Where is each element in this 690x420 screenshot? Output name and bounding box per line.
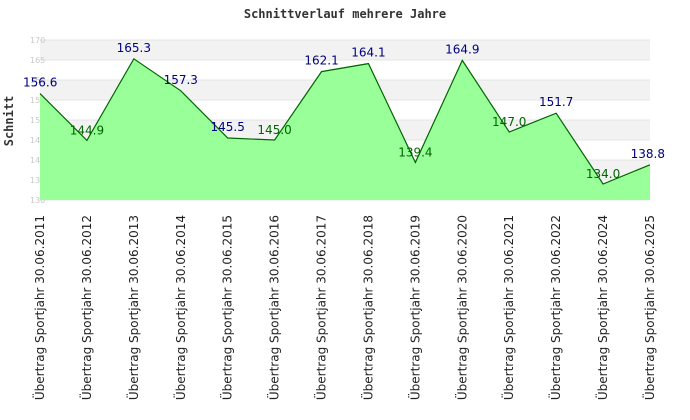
y-tick-label: 145 xyxy=(30,136,45,145)
data-label: 147.0 xyxy=(492,115,526,129)
y-tick-label: 155 xyxy=(30,96,45,105)
x-tick-label: Übertrag Sportjahr 30.06.2018 xyxy=(359,215,375,400)
data-label: 138.8 xyxy=(631,147,665,161)
data-label: 164.1 xyxy=(351,46,385,60)
data-labels: 156.6 144.9 165.3 157.3 145.5 145.0 162.1 164.1… xyxy=(23,41,665,181)
y-tick-label: 165 xyxy=(30,56,45,65)
x-tick-label: Übertrag Sportjahr 30.06.2019 xyxy=(406,215,422,400)
y-tick-label: 160 xyxy=(30,76,45,85)
data-label: 144.9 xyxy=(70,123,104,137)
data-label: 165.3 xyxy=(117,41,151,55)
x-tick-label: Übertrag Sportjahr 30.06.2015 xyxy=(219,215,235,400)
x-tick-label: Übertrag Sportjahr 30.06.2011 xyxy=(31,215,47,400)
x-tick-label: Übertrag Sportjahr 30.06.2024 xyxy=(594,215,610,400)
data-label: 134.0 xyxy=(586,167,620,181)
data-label: 156.6 xyxy=(23,76,57,90)
y-tick-label: 130 xyxy=(30,196,45,205)
y-tick-label: 170 xyxy=(30,36,45,45)
data-label: 145.5 xyxy=(211,120,245,134)
x-tick-label: Übertrag Sportjahr 30.06.2022 xyxy=(547,215,563,400)
x-tick-label: Übertrag Sportjahr 30.06.2020 xyxy=(453,215,469,400)
data-label: 162.1 xyxy=(304,54,338,68)
y-tick-label: 150 xyxy=(30,116,45,125)
x-axis-ticks: Übertrag Sportjahr 30.06.2011 Übertrag Sp… xyxy=(31,215,657,400)
data-label: 145.0 xyxy=(257,123,291,137)
x-tick-label: Übertrag Sportjahr 30.06.2012 xyxy=(78,215,94,400)
x-tick-label: Übertrag Sportjahr 30.06.2021 xyxy=(500,215,516,400)
chart-title: Schnittverlauf mehrere Jahre xyxy=(244,7,446,21)
y-axis-label: Schnitt xyxy=(2,96,16,147)
y-axis-ticks: 130 135 140 145 150 155 160 165 170 xyxy=(30,36,45,205)
data-label: 139.4 xyxy=(398,145,432,159)
area-series xyxy=(40,58,650,200)
y-tick-label: 135 xyxy=(30,176,45,185)
data-label: 151.7 xyxy=(539,95,573,109)
series-line xyxy=(39,57,651,185)
data-label: 164.9 xyxy=(445,42,479,56)
data-label: 157.3 xyxy=(164,73,198,87)
x-tick-label: Übertrag Sportjahr 30.06.2025 xyxy=(641,215,657,400)
x-tick-label: Übertrag Sportjahr 30.06.2013 xyxy=(125,215,141,400)
background-band xyxy=(40,40,650,60)
x-tick-label: Übertrag Sportjahr 30.06.2014 xyxy=(172,215,188,400)
y-tick-label: 140 xyxy=(30,156,45,165)
x-tick-label: Übertrag Sportjahr 30.06.2017 xyxy=(313,215,329,400)
x-tick-label: Übertrag Sportjahr 30.06.2016 xyxy=(266,215,282,400)
